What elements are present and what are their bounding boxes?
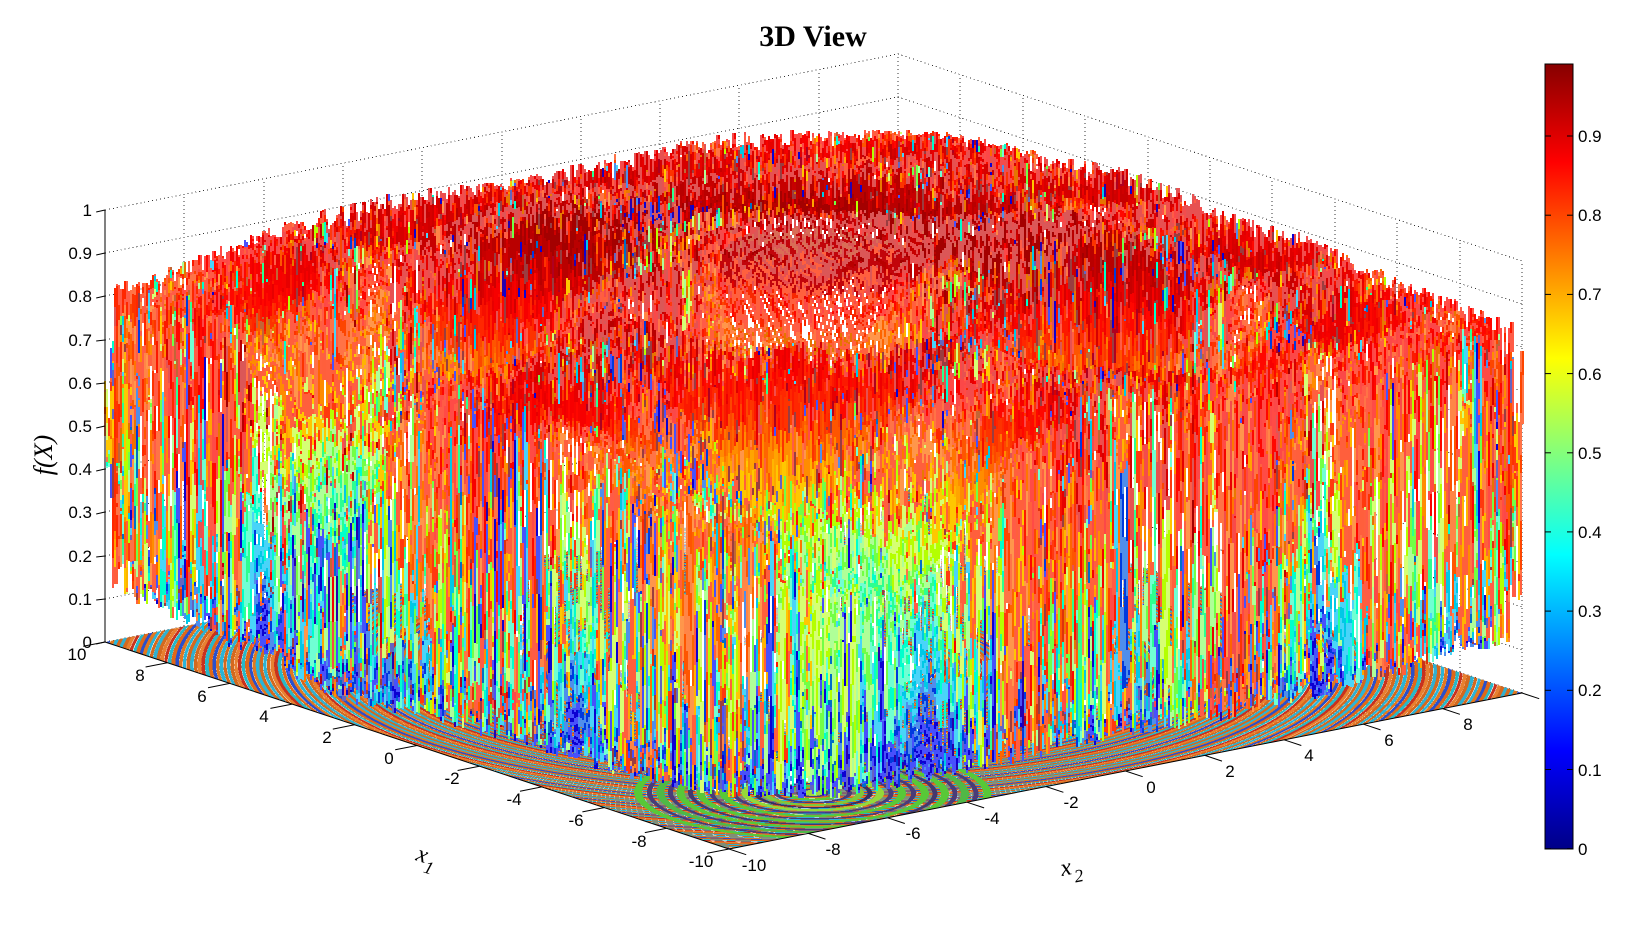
svg-text:0.6: 0.6 bbox=[68, 374, 92, 393]
svg-text:0.4: 0.4 bbox=[1578, 523, 1602, 542]
svg-text:-8: -8 bbox=[825, 840, 840, 859]
svg-text:0.5: 0.5 bbox=[68, 417, 92, 436]
svg-text:f(X): f(X) bbox=[29, 435, 58, 475]
svg-text:0.8: 0.8 bbox=[68, 287, 92, 306]
svg-text:8: 8 bbox=[135, 666, 144, 685]
svg-text:-10: -10 bbox=[689, 852, 714, 871]
svg-text:0.3: 0.3 bbox=[68, 503, 92, 522]
svg-text:-10: -10 bbox=[742, 856, 767, 875]
svg-text:0.7: 0.7 bbox=[68, 331, 92, 350]
svg-text:0.8: 0.8 bbox=[1578, 206, 1602, 225]
svg-text:4: 4 bbox=[1304, 746, 1313, 765]
svg-text:-8: -8 bbox=[631, 832, 646, 851]
svg-text:6: 6 bbox=[1384, 731, 1393, 750]
svg-text:0.9: 0.9 bbox=[1578, 127, 1602, 146]
svg-text:10: 10 bbox=[68, 645, 87, 664]
svg-text:0.6: 0.6 bbox=[1578, 365, 1602, 384]
svg-text:0.4: 0.4 bbox=[68, 460, 92, 479]
svg-text:-6: -6 bbox=[568, 811, 583, 830]
svg-text:3D View: 3D View bbox=[759, 20, 867, 53]
svg-text:0: 0 bbox=[1146, 778, 1155, 797]
svg-text:6: 6 bbox=[197, 687, 206, 706]
svg-text:-2: -2 bbox=[1063, 793, 1078, 812]
svg-text:8: 8 bbox=[1463, 715, 1472, 734]
svg-text:-4: -4 bbox=[984, 809, 999, 828]
svg-text:-2: -2 bbox=[444, 769, 459, 788]
svg-text:0.1: 0.1 bbox=[1578, 761, 1602, 780]
svg-text:0.9: 0.9 bbox=[68, 244, 92, 263]
svg-text:x: x bbox=[1057, 854, 1074, 882]
svg-text:0.2: 0.2 bbox=[1578, 681, 1602, 700]
svg-text:2: 2 bbox=[322, 728, 331, 747]
svg-text:2: 2 bbox=[1225, 762, 1234, 781]
svg-text:0: 0 bbox=[384, 749, 393, 768]
svg-text:0: 0 bbox=[83, 633, 92, 652]
svg-text:1: 1 bbox=[83, 201, 92, 220]
svg-text:2: 2 bbox=[1072, 865, 1085, 886]
svg-text:0.7: 0.7 bbox=[1578, 285, 1602, 304]
svg-text:-6: -6 bbox=[905, 824, 920, 843]
svg-text:-4: -4 bbox=[506, 790, 521, 809]
svg-text:0.3: 0.3 bbox=[1578, 602, 1602, 621]
svg-text:0.2: 0.2 bbox=[68, 547, 92, 566]
svg-text:0: 0 bbox=[1578, 840, 1587, 859]
svg-text:0.1: 0.1 bbox=[68, 590, 92, 609]
svg-text:4: 4 bbox=[259, 707, 268, 726]
svg-text:0.5: 0.5 bbox=[1578, 444, 1602, 463]
